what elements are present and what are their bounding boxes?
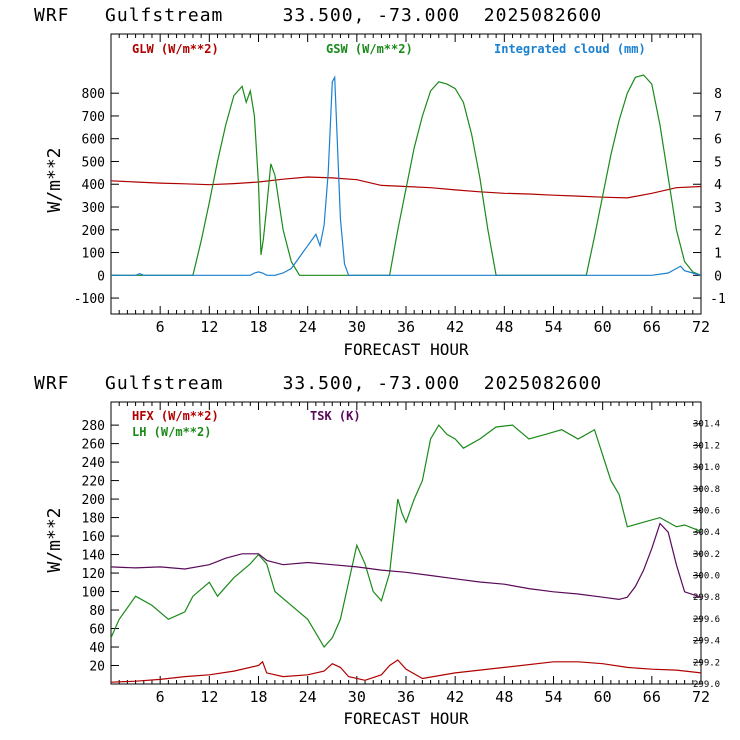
y-tick-label: 260 bbox=[82, 438, 105, 453]
y2-tick-label: 4 bbox=[714, 178, 722, 193]
y-tick-label: 100 bbox=[82, 586, 105, 601]
x-tick-label: 66 bbox=[643, 318, 661, 336]
y-tick-label: 140 bbox=[82, 549, 105, 564]
y2-tick-label: 6 bbox=[714, 133, 722, 148]
x-tick-label: 54 bbox=[544, 318, 562, 336]
series-line-hfx bbox=[111, 659, 701, 683]
x-tick-label: 30 bbox=[348, 318, 366, 336]
y2-tick-label: 300.0 bbox=[693, 572, 720, 582]
x-tick-label: 42 bbox=[446, 688, 464, 706]
x-tick-label: 24 bbox=[299, 688, 317, 706]
legend-entry-gsw: GSW (W/m**2) bbox=[326, 42, 413, 56]
series-line-gsw bbox=[111, 74, 701, 276]
y2-tick-label: 300.2 bbox=[693, 550, 720, 560]
y-tick-label: 120 bbox=[82, 567, 105, 582]
y2-tick-label: 7 bbox=[714, 110, 722, 125]
x-tick-label: 54 bbox=[544, 688, 562, 706]
y-tick-label: 100 bbox=[82, 247, 105, 262]
x-tick-label: 48 bbox=[495, 688, 513, 706]
x-axis-label: FORECAST HOUR bbox=[343, 709, 469, 728]
series-line-lh bbox=[111, 424, 701, 649]
y-tick-label: 20 bbox=[89, 660, 105, 675]
y2-tick-label: 299.8 bbox=[693, 593, 720, 603]
y2-tick-label: 299.0 bbox=[693, 680, 720, 690]
chart-1: 6 12 18 24 30 36 42 48 54 60 66 72-1000100200300400… bbox=[44, 33, 726, 359]
x-tick-label: 36 bbox=[397, 318, 415, 336]
x-tick-label: 48 bbox=[495, 318, 513, 336]
plot-frame bbox=[110, 401, 702, 685]
series-line-tsk bbox=[111, 522, 701, 601]
y-tick-label: 220 bbox=[82, 475, 105, 490]
y-tick-label: 600 bbox=[82, 133, 105, 148]
y-tick-label: 400 bbox=[82, 178, 105, 193]
chart-2-title: WRF Gulfstream 33.500, -73.000 202508260… bbox=[34, 373, 603, 394]
y2-tick-label: 5 bbox=[714, 155, 722, 170]
x-tick-label: 66 bbox=[643, 688, 661, 706]
y2-tick-label: 300.8 bbox=[693, 485, 720, 495]
x-tick-label: 72 bbox=[692, 318, 710, 336]
y2-tick-label: 8 bbox=[714, 87, 722, 102]
y-tick-label: 40 bbox=[89, 641, 105, 656]
legend-entry-hfx: HFX (W/m**2) bbox=[132, 409, 219, 423]
y-tick-label: 0 bbox=[97, 269, 105, 284]
x-tick-label: 18 bbox=[249, 318, 267, 336]
legend-entry-lh: LH (W/m**2) bbox=[132, 425, 211, 439]
x-tick-label: 12 bbox=[200, 318, 218, 336]
legend-entry-glw: GLW (W/m**2) bbox=[132, 42, 219, 56]
y2-tick-label: 3 bbox=[714, 201, 722, 216]
x-tick-label: 60 bbox=[594, 688, 612, 706]
y2-tick-label: 299.4 bbox=[693, 637, 720, 647]
legend-entry-tsk: TSK (K) bbox=[310, 409, 361, 423]
x-tick-label: 60 bbox=[594, 318, 612, 336]
y2-tick-label: 300.4 bbox=[693, 528, 720, 538]
y2-tick-label: 2 bbox=[714, 224, 722, 239]
y-tick-label: 160 bbox=[82, 530, 105, 545]
y2-tick-label: 301.2 bbox=[693, 441, 720, 451]
x-tick-label: 30 bbox=[348, 688, 366, 706]
y-tick-label: 240 bbox=[82, 456, 105, 471]
y-tick-label: 80 bbox=[89, 604, 105, 619]
y-tick-label: 280 bbox=[82, 419, 105, 434]
y-tick-label: 180 bbox=[82, 512, 105, 527]
x-tick-label: 24 bbox=[299, 318, 317, 336]
y2-tick-label: 301.0 bbox=[693, 463, 720, 473]
x-tick-label: 72 bbox=[692, 688, 710, 706]
y-tick-label: 500 bbox=[82, 155, 105, 170]
y2-tick-label: 300.6 bbox=[693, 506, 720, 516]
y-axis-label: W/m**2 bbox=[44, 147, 65, 212]
chart-1-title: WRF Gulfstream 33.500, -73.000 202508260… bbox=[34, 5, 603, 26]
y2-tick-label: 299.6 bbox=[693, 615, 720, 625]
y2-tick-label: 299.2 bbox=[693, 658, 720, 668]
x-tick-label: 18 bbox=[249, 688, 267, 706]
series-line-integrated bbox=[111, 75, 701, 276]
x-axis-label: FORECAST HOUR bbox=[343, 340, 469, 359]
y2-tick-label: 0 bbox=[714, 269, 722, 284]
x-tick-label: 42 bbox=[446, 318, 464, 336]
y-tick-label: -100 bbox=[74, 292, 105, 307]
legend-entry-integrated: Integrated cloud (mm) bbox=[494, 42, 646, 56]
y-axis-label: W/m**2 bbox=[44, 507, 65, 572]
y-tick-label: 300 bbox=[82, 201, 105, 216]
x-tick-label: 6 bbox=[156, 318, 165, 336]
y-tick-label: 700 bbox=[82, 110, 105, 125]
y-tick-label: 200 bbox=[82, 493, 105, 508]
y2-tick-label: -1 bbox=[710, 292, 726, 307]
chart-2: 6 12 18 24 30 36 42 48 54 60 66 72 20 40 60 80 100 120 140… bbox=[44, 401, 720, 728]
y-tick-label: 800 bbox=[82, 87, 105, 102]
x-tick-label: 36 bbox=[397, 688, 415, 706]
y2-tick-label: 1 bbox=[714, 247, 722, 262]
x-tick-label: 6 bbox=[156, 688, 165, 706]
y-tick-label: 200 bbox=[82, 224, 105, 239]
y2-tick-label: 301.4 bbox=[693, 420, 720, 430]
plot-frame bbox=[110, 33, 702, 315]
y-tick-label: 60 bbox=[89, 623, 105, 638]
x-tick-label: 12 bbox=[200, 688, 218, 706]
